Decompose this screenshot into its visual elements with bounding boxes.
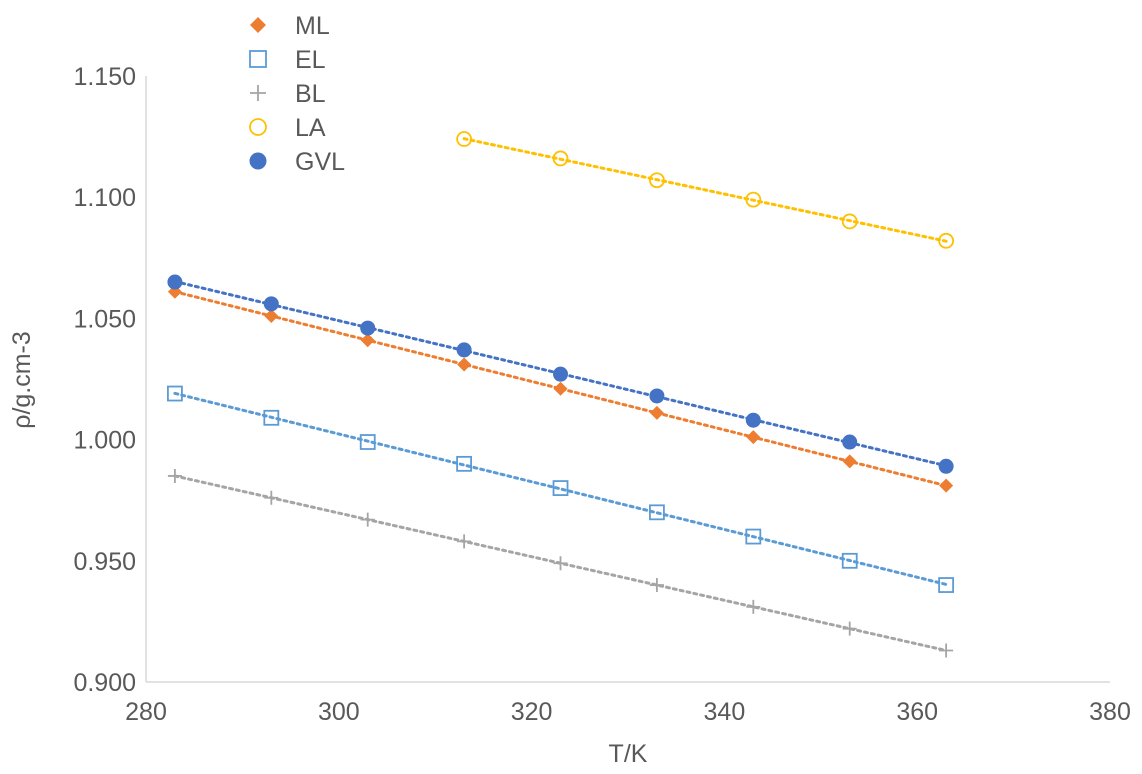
y-tick-label: 1.150 bbox=[73, 63, 136, 91]
data-point-ml bbox=[842, 454, 857, 469]
data-point-gvl bbox=[167, 274, 183, 290]
y-axis-title: ρ/g.cm-3 bbox=[8, 331, 36, 429]
data-point-bl bbox=[264, 490, 279, 505]
data-point-el bbox=[456, 455, 473, 472]
legend-label-bl: BL bbox=[295, 80, 326, 108]
x-tick-label: 280 bbox=[125, 698, 167, 726]
data-point-el bbox=[359, 434, 376, 450]
data-point-ml bbox=[360, 333, 375, 348]
legend: ML EL BL LA GVL bbox=[249, 12, 345, 176]
data-point-gvl bbox=[842, 434, 858, 450]
axes: 280 300 320 340 360 380 0.900 0.950 1.000 1.050 1.… bbox=[73, 63, 1130, 726]
y-tick-label: 1.050 bbox=[73, 305, 136, 333]
data-point-gvl bbox=[553, 366, 569, 382]
data-point-la bbox=[649, 172, 665, 189]
data-point-ml bbox=[649, 405, 664, 420]
x-axis-title: T/K bbox=[609, 740, 648, 768]
data-point-el bbox=[841, 552, 858, 569]
data-point-el bbox=[263, 409, 280, 426]
legend-marker-ml bbox=[250, 17, 266, 33]
legend-label-la: LA bbox=[295, 114, 326, 142]
data-point-bl bbox=[746, 599, 761, 614]
data-point-el bbox=[552, 480, 569, 496]
data-point-la bbox=[745, 191, 762, 208]
data-point-bl bbox=[457, 534, 472, 549]
data-point-bl bbox=[842, 621, 857, 636]
trendline-el bbox=[173, 391, 948, 586]
data-point-la bbox=[841, 213, 858, 230]
data-point-gvl bbox=[745, 412, 761, 428]
legend-label-gvl: GVL bbox=[295, 148, 345, 176]
data-point-la bbox=[938, 232, 955, 249]
y-tick-label: 1.000 bbox=[73, 427, 136, 455]
data-point-ml bbox=[746, 430, 761, 445]
data-point-el bbox=[938, 577, 955, 593]
data-point-bl bbox=[939, 643, 954, 658]
x-tick-label: 300 bbox=[318, 698, 360, 726]
data-point-bl bbox=[360, 512, 375, 527]
data-point-ml bbox=[939, 478, 954, 493]
legend-label-ml: ML bbox=[295, 12, 330, 40]
data-point-el bbox=[745, 528, 762, 545]
data-point-bl bbox=[649, 578, 664, 593]
data-point-el bbox=[649, 504, 665, 521]
data-point-gvl bbox=[456, 342, 472, 358]
data-point-la bbox=[456, 131, 473, 147]
data-point-ml bbox=[264, 308, 279, 323]
data-point-el bbox=[167, 385, 183, 402]
data-points bbox=[167, 131, 955, 658]
x-tick-label: 340 bbox=[704, 698, 746, 726]
y-tick-label: 1.100 bbox=[73, 184, 136, 212]
x-tick-label: 320 bbox=[511, 698, 553, 726]
legend-marker-gvl bbox=[249, 152, 267, 170]
data-point-gvl bbox=[649, 388, 665, 404]
x-tick-label: 360 bbox=[896, 698, 938, 726]
x-tick-label: 380 bbox=[1089, 698, 1131, 726]
data-point-bl bbox=[167, 468, 182, 483]
data-point-gvl bbox=[938, 458, 954, 474]
data-point-bl bbox=[553, 556, 568, 571]
data-point-ml bbox=[553, 381, 568, 396]
data-point-gvl bbox=[360, 320, 376, 336]
data-point-gvl bbox=[263, 296, 279, 312]
legend-marker-bl bbox=[250, 85, 266, 101]
legend-marker-la bbox=[249, 118, 267, 136]
legend-label-el: EL bbox=[295, 46, 326, 74]
y-tick-label: 0.900 bbox=[73, 669, 136, 697]
data-point-ml bbox=[457, 357, 472, 372]
trendline-la bbox=[462, 137, 948, 243]
y-tick-label: 0.950 bbox=[73, 548, 136, 576]
data-point-la bbox=[552, 150, 569, 167]
legend-marker-el bbox=[249, 50, 267, 68]
